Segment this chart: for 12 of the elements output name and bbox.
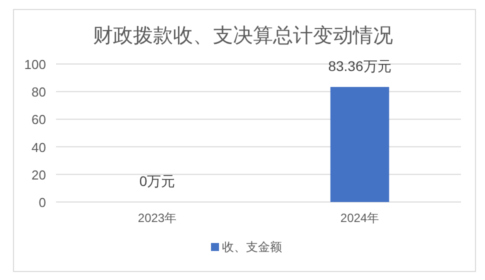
- y-tick-label: 40: [32, 140, 46, 155]
- y-tick-label: 100: [24, 57, 46, 72]
- y-tick-label: 20: [32, 167, 46, 182]
- x-tick-label: 2024年: [340, 211, 380, 225]
- y-tick-label: 0: [38, 195, 46, 210]
- data-label: 83.36万元: [328, 58, 392, 74]
- y-tick-label: 80: [32, 84, 46, 100]
- data-label: 0万元: [139, 173, 176, 189]
- chart-title: 财政拨款收、支决算总计变动情况: [93, 25, 393, 47]
- x-tick-label: 2023年: [138, 211, 177, 225]
- y-tick-label: 60: [32, 112, 46, 128]
- legend-label: 收、支金额: [222, 240, 282, 254]
